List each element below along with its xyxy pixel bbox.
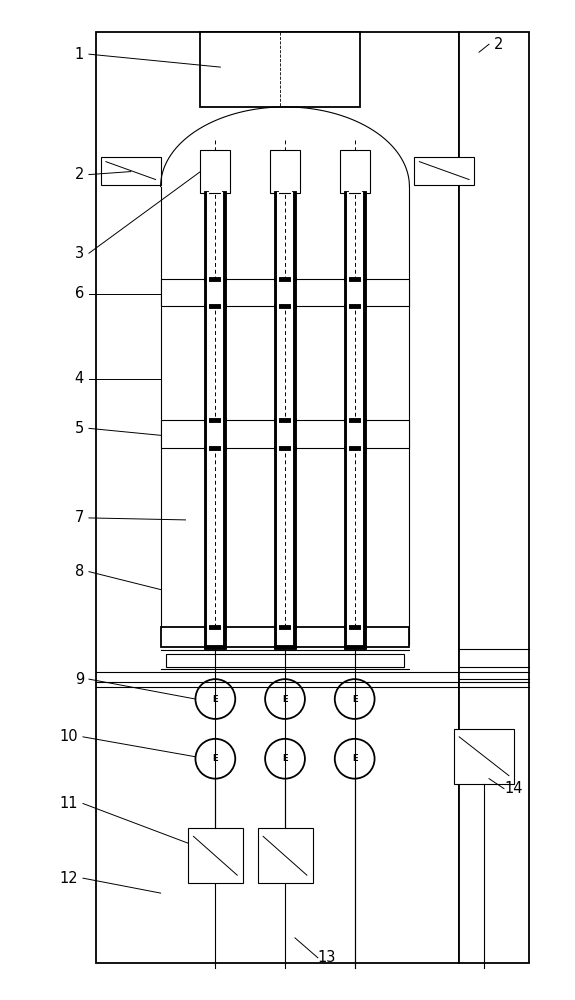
Text: E: E	[352, 695, 358, 704]
Bar	[415, 157, 474, 185]
Bar	[201, 150, 230, 193]
Bar	[459, 32, 529, 963]
Bar	[270, 150, 300, 193]
Text: 7: 7	[75, 510, 84, 525]
Text: 13: 13	[318, 950, 336, 965]
Text: 4: 4	[75, 371, 84, 386]
Bar	[201, 32, 359, 107]
Text: E: E	[213, 754, 218, 763]
Text: 14: 14	[504, 781, 523, 796]
Bar	[160, 627, 409, 647]
Text: E: E	[352, 754, 358, 763]
Bar	[160, 420, 409, 448]
Bar	[189, 828, 243, 883]
Bar	[454, 729, 514, 784]
Text: 6: 6	[75, 286, 84, 302]
Text: 8: 8	[75, 564, 84, 579]
Text: E: E	[282, 695, 288, 704]
Bar	[101, 157, 160, 185]
Text: 1: 1	[75, 47, 84, 62]
Text: 9: 9	[75, 672, 84, 687]
Text: 5: 5	[75, 421, 84, 436]
Bar	[258, 828, 313, 883]
Text: 12: 12	[59, 871, 78, 886]
Text: E: E	[282, 754, 288, 763]
Text: 10: 10	[59, 729, 78, 744]
Bar	[96, 32, 459, 963]
Bar	[340, 150, 370, 193]
Text: 2: 2	[494, 37, 503, 52]
Bar	[160, 279, 409, 306]
Text: E: E	[213, 695, 218, 704]
Text: 11: 11	[60, 796, 78, 811]
Text: 3: 3	[75, 246, 84, 261]
Text: 2: 2	[75, 167, 84, 182]
Bar	[166, 654, 404, 667]
